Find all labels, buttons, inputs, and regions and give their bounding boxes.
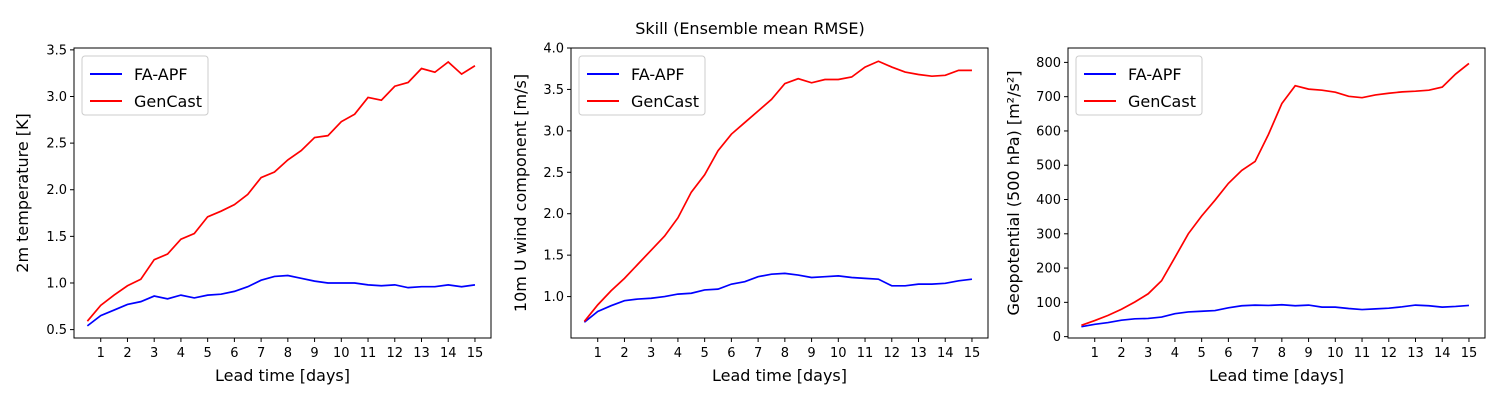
legend-label: GenCast (631, 92, 699, 111)
x-tick-label: 15 (1461, 346, 1478, 361)
y-tick-label: 1.5 (543, 249, 564, 264)
x-tick-label: 9 (807, 346, 815, 361)
x-axis-label: Lead time [days] (712, 366, 847, 385)
x-tick-label: 15 (467, 346, 484, 361)
series-line-fa-apf (86, 274, 476, 327)
x-tick-label: 8 (781, 346, 789, 361)
x-tick-label: 5 (701, 346, 709, 361)
y-tick-label: 700 (1036, 90, 1061, 105)
y-tick-label: 2.0 (543, 207, 564, 222)
x-tick-label: 4 (674, 346, 682, 361)
figure-suptitle: Skill (Ensemble mean RMSE) (635, 19, 865, 38)
x-tick-label: 12 (883, 346, 900, 361)
chart-panel-2: 1 2 3 4 5 6 7 8 9 10 11 12 13 14 151.01.52.02.53.03.54… (511, 42, 989, 385)
x-tick-label: 9 (1304, 346, 1312, 361)
x-tick-label: 4 (1171, 346, 1179, 361)
series-line-fa-apf (583, 272, 973, 323)
plot-frame (1067, 47, 1486, 339)
x-tick-label: 7 (1251, 346, 1259, 361)
legend: FA-APF GenCast (81, 55, 209, 116)
legend: FA-APF GenCast (578, 55, 706, 116)
y-tick-label: 3.5 (46, 43, 67, 58)
x-tick-label: 11 (360, 346, 377, 361)
x-tick-label: 1 (97, 346, 105, 361)
x-tick-label: 5 (1198, 346, 1206, 361)
series-line-gencast (86, 60, 476, 322)
x-tick-label: 13 (413, 346, 430, 361)
x-tick-label: 3 (150, 346, 158, 361)
x-tick-label: 8 (284, 346, 292, 361)
x-tick-label: 13 (910, 346, 927, 361)
x-tick-label: 7 (257, 346, 265, 361)
legend-label: FA-APF (134, 65, 188, 84)
x-tick-label: 13 (1407, 346, 1424, 361)
plot-frame (570, 47, 989, 339)
x-tick-label: 2 (1117, 346, 1125, 361)
x-tick-label: 14 (440, 346, 457, 361)
x-tick-label: 8 (1278, 346, 1286, 361)
legend-label: GenCast (134, 92, 202, 111)
y-tick-label: 300 (1036, 227, 1061, 242)
legend: FA-APF GenCast (1075, 55, 1203, 116)
y-tick-label: 1.0 (46, 276, 67, 291)
y-tick-label: 500 (1036, 159, 1061, 174)
x-tick-label: 2 (123, 346, 131, 361)
x-tick-label: 7 (754, 346, 762, 361)
y-tick-label: 100 (1036, 296, 1061, 311)
y-tick-label: 2.5 (46, 137, 67, 152)
plot-frame (73, 47, 492, 339)
y-axis-label: 2m temperature [K] (13, 113, 32, 272)
x-tick-label: 4 (177, 346, 185, 361)
x-tick-label: 12 (386, 346, 403, 361)
y-tick-label: 4.0 (543, 42, 564, 57)
y-tick-label: 200 (1036, 262, 1061, 277)
y-tick-label: 3.5 (543, 83, 564, 98)
y-axis-label: Geopotential (500 hPa) [m²/s²] (1004, 71, 1023, 316)
x-tick-label: 9 (310, 346, 318, 361)
y-tick-label: 600 (1036, 124, 1061, 139)
x-tick-label: 5 (204, 346, 212, 361)
y-tick-label: 2.0 (46, 183, 67, 198)
x-tick-label: 11 (1354, 346, 1371, 361)
x-tick-label: 6 (230, 346, 238, 361)
x-tick-label: 10 (830, 346, 847, 361)
y-tick-label: 400 (1036, 193, 1061, 208)
x-tick-label: 3 (1144, 346, 1152, 361)
legend-label: FA-APF (631, 65, 685, 84)
x-axis-label: Lead time [days] (1209, 366, 1344, 385)
series-line-gencast (1081, 62, 1470, 327)
x-tick-label: 15 (964, 346, 981, 361)
chart-panel-3: 1 2 3 4 5 6 7 8 9 10 11 12 13 14 150100200300400500600… (1004, 47, 1486, 385)
legend-label: GenCast (1128, 92, 1196, 111)
y-tick-label: 1.0 (543, 290, 564, 305)
x-tick-label: 1 (594, 346, 602, 361)
series-line-fa-apf (1081, 303, 1470, 328)
y-axis-label: 10m U wind component [m/s] (511, 74, 530, 312)
x-tick-label: 6 (727, 346, 735, 361)
chart-panel-1: 1 2 3 4 5 6 7 8 9 10 11 12 13 14 150.51.01.52.02.53.03… (13, 43, 492, 385)
x-axis-label: Lead time [days] (215, 366, 350, 385)
chart-panels: 1 2 3 4 5 6 7 8 9 10 11 12 13 14 150.51.01.52.02.53.03… (13, 42, 1486, 385)
x-tick-label: 14 (937, 346, 954, 361)
y-tick-label: 1.5 (46, 230, 67, 245)
x-tick-label: 1 (1091, 346, 1099, 361)
y-tick-label: 0.5 (46, 323, 67, 338)
y-tick-label: 0 (1053, 330, 1061, 345)
x-tick-label: 14 (1434, 346, 1451, 361)
y-tick-label: 2.5 (543, 166, 564, 181)
x-tick-label: 12 (1380, 346, 1397, 361)
y-tick-label: 3.0 (46, 90, 67, 105)
y-tick-label: 800 (1036, 56, 1061, 71)
x-tick-label: 2 (620, 346, 628, 361)
x-tick-label: 3 (647, 346, 655, 361)
legend-label: FA-APF (1128, 65, 1182, 84)
series-line-gencast (583, 60, 972, 322)
x-tick-label: 10 (1327, 346, 1344, 361)
x-tick-label: 11 (857, 346, 874, 361)
x-tick-label: 6 (1224, 346, 1232, 361)
y-tick-label: 3.0 (543, 124, 564, 139)
x-tick-label: 10 (333, 346, 350, 361)
